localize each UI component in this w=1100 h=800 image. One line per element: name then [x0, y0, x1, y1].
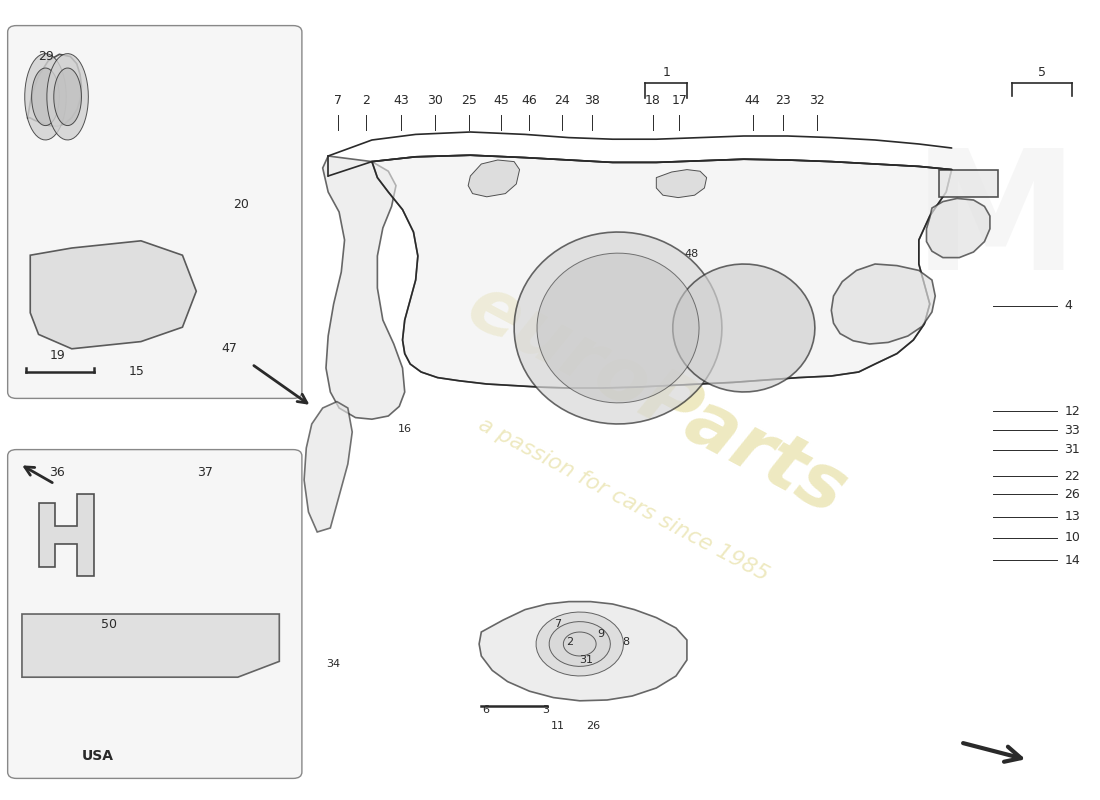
Text: 3: 3: [542, 706, 549, 715]
Polygon shape: [673, 264, 815, 392]
Text: 31: 31: [580, 655, 593, 665]
Text: 46: 46: [521, 94, 537, 106]
Text: 8: 8: [623, 638, 629, 647]
Polygon shape: [47, 54, 88, 140]
Text: 5: 5: [1038, 66, 1046, 78]
Text: 11: 11: [551, 721, 565, 730]
Text: 44: 44: [745, 94, 760, 106]
Text: 9: 9: [597, 630, 604, 639]
Polygon shape: [39, 494, 94, 576]
Text: 29: 29: [39, 50, 54, 62]
Text: USA: USA: [82, 749, 114, 763]
Text: 7: 7: [334, 94, 342, 106]
Text: 6: 6: [482, 706, 490, 715]
Text: 31: 31: [1065, 443, 1080, 456]
Polygon shape: [30, 241, 196, 349]
Polygon shape: [926, 198, 990, 258]
Polygon shape: [563, 632, 596, 656]
Text: 19: 19: [50, 350, 65, 362]
Polygon shape: [25, 54, 66, 140]
Text: euroParts: euroParts: [454, 269, 858, 531]
Text: 10: 10: [1065, 531, 1080, 544]
Text: 14: 14: [1065, 554, 1080, 566]
Text: 34: 34: [327, 659, 341, 669]
Polygon shape: [32, 68, 59, 126]
Polygon shape: [537, 253, 700, 403]
Text: 23: 23: [776, 94, 791, 106]
Text: 13: 13: [1065, 510, 1080, 523]
Text: 30: 30: [428, 94, 443, 106]
Text: 24: 24: [554, 94, 570, 106]
Polygon shape: [304, 402, 352, 532]
Text: 22: 22: [1065, 470, 1080, 482]
Polygon shape: [832, 264, 935, 344]
Text: 37: 37: [197, 466, 212, 478]
Text: a passion for cars since 1985: a passion for cars since 1985: [475, 414, 772, 586]
Text: 17: 17: [671, 94, 688, 106]
Text: 2: 2: [566, 638, 573, 647]
Text: 32: 32: [810, 94, 825, 106]
Text: M: M: [913, 142, 1078, 306]
Text: 2: 2: [363, 94, 371, 106]
Text: 50: 50: [101, 618, 118, 630]
Text: 7: 7: [554, 619, 561, 629]
Text: 16: 16: [398, 424, 411, 434]
Text: 25: 25: [461, 94, 477, 106]
Text: 48: 48: [684, 250, 699, 259]
Text: 33: 33: [1065, 424, 1080, 437]
Text: 12: 12: [1065, 405, 1080, 418]
Polygon shape: [514, 232, 722, 424]
Polygon shape: [372, 155, 952, 388]
Text: 45: 45: [493, 94, 509, 106]
FancyBboxPatch shape: [8, 450, 301, 778]
Text: 38: 38: [584, 94, 600, 106]
Polygon shape: [657, 170, 706, 198]
Text: 18: 18: [645, 94, 661, 106]
Polygon shape: [480, 602, 686, 701]
Text: 1: 1: [662, 66, 670, 78]
Text: 26: 26: [1065, 488, 1080, 501]
Text: 47: 47: [222, 342, 238, 354]
Polygon shape: [322, 156, 405, 419]
Text: 15: 15: [129, 366, 145, 378]
Polygon shape: [549, 622, 610, 666]
Text: 36: 36: [50, 466, 65, 478]
Polygon shape: [469, 160, 519, 197]
Polygon shape: [28, 54, 81, 126]
Text: 26: 26: [586, 721, 600, 730]
FancyBboxPatch shape: [938, 170, 998, 197]
Text: 43: 43: [394, 94, 409, 106]
Polygon shape: [54, 68, 81, 126]
Text: 20: 20: [233, 198, 249, 210]
FancyBboxPatch shape: [8, 26, 301, 398]
Text: 4: 4: [1065, 299, 1072, 312]
Polygon shape: [536, 612, 624, 676]
Polygon shape: [22, 614, 279, 677]
